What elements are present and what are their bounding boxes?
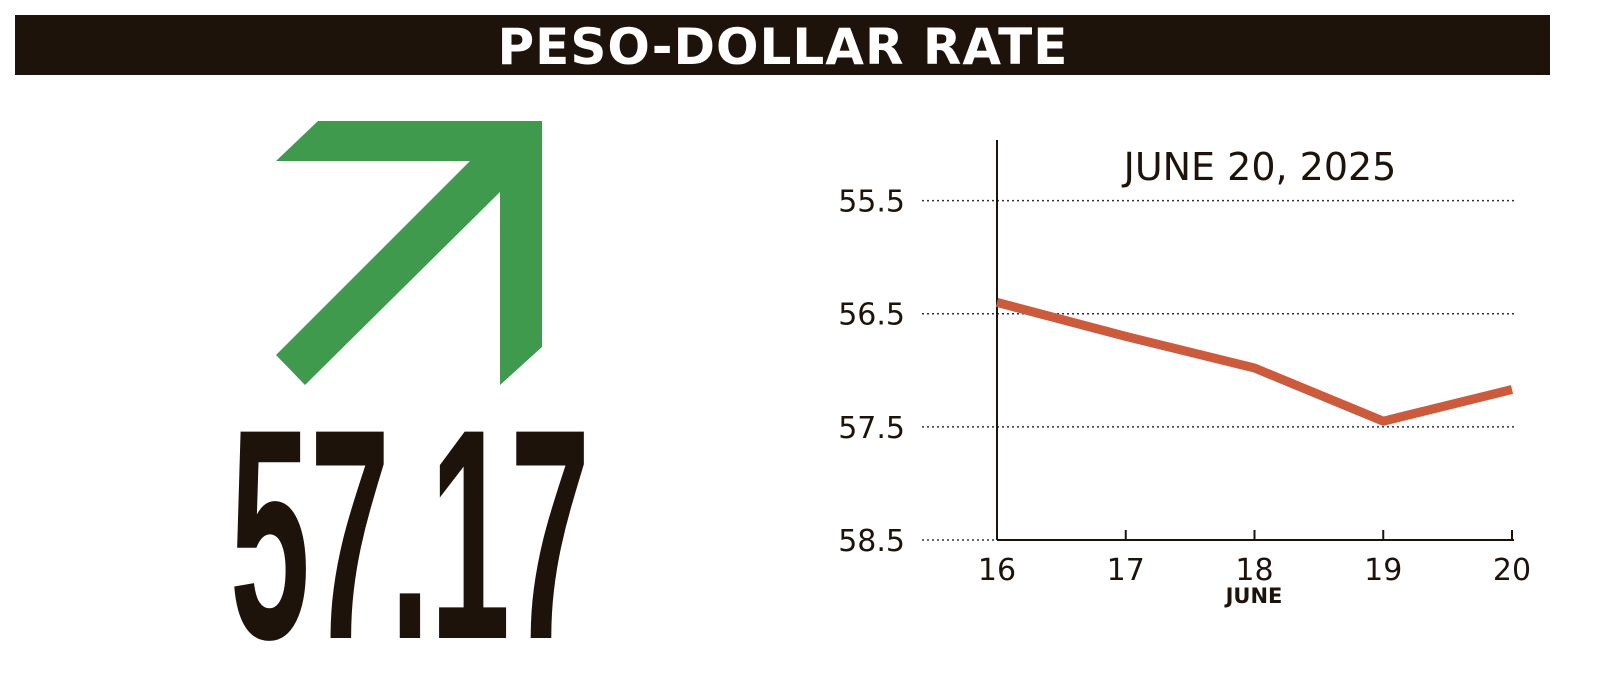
- x-tick-label: 16: [978, 553, 1016, 588]
- y-tick-label: 55.5: [838, 185, 905, 220]
- chart-subtitle: JUNE 20, 2025: [1122, 145, 1397, 189]
- x-tick-label: 20: [1493, 553, 1531, 588]
- headline-value: 57.17: [230, 366, 590, 699]
- y-tick-label: 57.5: [838, 411, 905, 446]
- title-bar: [15, 15, 1550, 75]
- data-line: [995, 298, 1514, 426]
- x-axis-label: JUNE: [1224, 584, 1283, 608]
- x-tick-label: 18: [1235, 553, 1273, 588]
- y-tick-label: 56.5: [838, 298, 905, 333]
- chart-title: PESO-DOLLAR RATE: [498, 18, 1069, 76]
- y-tick-label: 58.5: [838, 524, 905, 559]
- up-arrow: [276, 121, 542, 385]
- x-tick-label: 17: [1107, 553, 1145, 588]
- x-tick-label: 19: [1364, 553, 1402, 588]
